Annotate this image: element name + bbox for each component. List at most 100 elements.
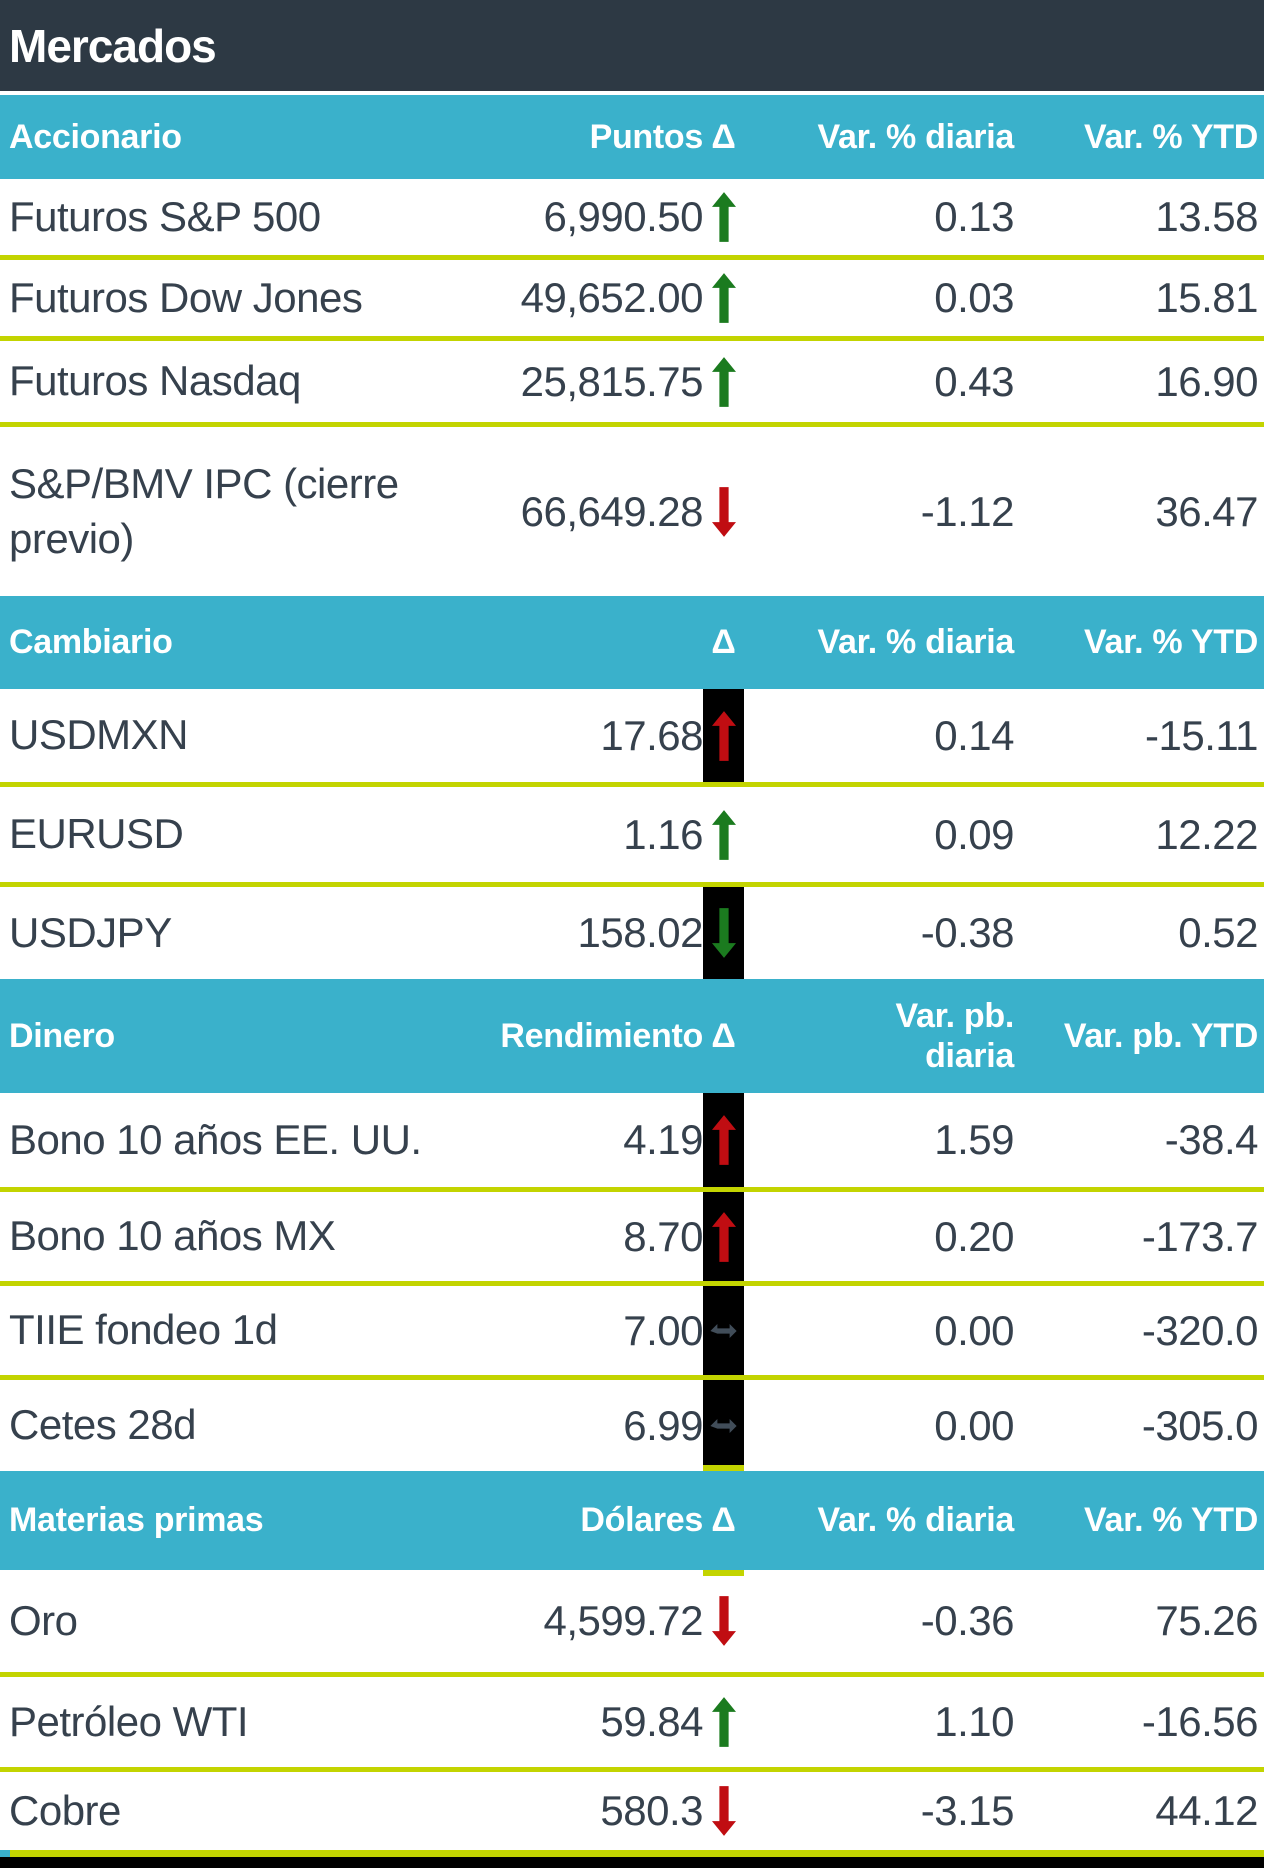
table-row: Futuros S&P 500 6,990.50 0.13 13.58 bbox=[0, 179, 1264, 260]
row-value: 158.02 bbox=[577, 909, 704, 956]
row-label: USDMXN bbox=[9, 711, 189, 759]
column-header-ytd: Var. % YTD bbox=[1083, 1501, 1258, 1539]
ytd-change-value: 16.90 bbox=[1155, 357, 1258, 405]
up-arrow-icon bbox=[703, 179, 744, 255]
up-arrow-icon bbox=[703, 341, 744, 422]
row-label: Bono 10 años EE. UU. bbox=[9, 1115, 422, 1163]
table-row: Oro 4,599.72 -0.36 75.26 bbox=[0, 1570, 1264, 1677]
column-header-value: Rendimiento bbox=[500, 1016, 703, 1055]
down-arrow-icon bbox=[703, 887, 744, 979]
down-arrow-icon bbox=[703, 1570, 744, 1672]
down-arrow-icon bbox=[703, 427, 744, 596]
row-value: 580.3 bbox=[600, 1787, 703, 1834]
daily-change-value: 0.00 bbox=[934, 1401, 1014, 1449]
flat-arrow-icon bbox=[703, 1286, 744, 1375]
row-label: Cobre bbox=[9, 1786, 121, 1834]
column-header-daily: Var. % diaria bbox=[817, 1501, 1015, 1540]
column-header-ytd: Var. % YTD bbox=[1083, 117, 1258, 156]
teal-corner-accent bbox=[0, 1850, 10, 1857]
ytd-change-value: -15.11 bbox=[1145, 711, 1258, 759]
up-arrow-icon bbox=[703, 1677, 744, 1767]
row-value: 59.84 bbox=[600, 1698, 703, 1745]
ytd-change-value: -305.0 bbox=[1141, 1401, 1259, 1449]
up-arrow-icon bbox=[703, 787, 744, 882]
report-title: Mercados bbox=[9, 19, 217, 72]
up-arrow-icon bbox=[703, 689, 744, 782]
table-row: Bono 10 años EE. UU. 4.19 1.59 -38.4 bbox=[0, 1093, 1264, 1192]
table-row: TIIE fondeo 1d 7.00 0.00 -320.0 bbox=[0, 1286, 1264, 1380]
section-title: Materias primas bbox=[9, 1501, 264, 1539]
row-label: Futuros Dow Jones bbox=[9, 273, 363, 321]
daily-change-value: 0.20 bbox=[934, 1212, 1014, 1260]
column-header-value: Dólares bbox=[580, 1501, 703, 1539]
table-row: Petróleo WTI 59.84 1.10 -16.56 bbox=[0, 1677, 1264, 1772]
section-header: Cambiario Δ Var. % diaria Var. % YTD bbox=[0, 596, 1264, 689]
daily-change-value: 1.10 bbox=[934, 1698, 1014, 1745]
bottom-separator bbox=[0, 1850, 1264, 1857]
row-value: 25,815.75 bbox=[520, 357, 704, 405]
table-row: USDMXN 17.68 0.14 -15.11 bbox=[0, 689, 1264, 787]
row-label: USDJPY bbox=[9, 908, 172, 956]
daily-change-value: 0.13 bbox=[934, 193, 1014, 240]
row-label: Cetes 28d bbox=[9, 1401, 196, 1449]
daily-change-value: 1.59 bbox=[934, 1116, 1014, 1163]
row-value: 8.70 bbox=[623, 1212, 703, 1260]
column-header-delta: Δ bbox=[711, 623, 736, 661]
title-bar: Mercados bbox=[0, 0, 1264, 91]
ytd-change-value: 44.12 bbox=[1155, 1787, 1258, 1834]
daily-change-value: -0.38 bbox=[920, 909, 1015, 956]
up-arrow-icon bbox=[703, 1192, 744, 1281]
ytd-change-value: 36.47 bbox=[1155, 487, 1258, 535]
flat-arrow-icon bbox=[703, 1380, 744, 1471]
ytd-change-value: -320.0 bbox=[1141, 1306, 1259, 1354]
table-row: S&P/BMV IPC (cierre previo) 66,649.28 -1… bbox=[0, 427, 1264, 596]
row-value: 4,599.72 bbox=[543, 1597, 704, 1644]
daily-change-value: 0.00 bbox=[934, 1306, 1014, 1354]
column-header-daily: Var. pb. diaria bbox=[895, 996, 1014, 1075]
row-label: EURUSD bbox=[9, 810, 184, 858]
ytd-change-value: -173.7 bbox=[1141, 1212, 1259, 1260]
daily-change-value: 0.14 bbox=[934, 711, 1014, 759]
column-header-ytd: Var. % YTD bbox=[1083, 623, 1258, 661]
daily-change-value: -0.36 bbox=[920, 1597, 1015, 1644]
ytd-change-value: 12.22 bbox=[1155, 810, 1258, 858]
column-header-daily: Var. % diaria bbox=[817, 623, 1015, 662]
column-header-value: Puntos bbox=[589, 117, 704, 156]
row-label: TIIE fondeo 1d bbox=[9, 1306, 278, 1354]
up-arrow-icon bbox=[703, 260, 744, 336]
daily-change-value: -3.15 bbox=[920, 1787, 1015, 1834]
section-title: Accionario bbox=[9, 117, 182, 156]
section-title: Cambiario bbox=[9, 623, 173, 661]
row-value: 66,649.28 bbox=[520, 487, 704, 535]
title-divider bbox=[0, 91, 1264, 95]
daily-change-value: 0.09 bbox=[934, 810, 1014, 858]
daily-change-value: 0.43 bbox=[934, 357, 1014, 405]
row-value: 17.68 bbox=[600, 711, 703, 759]
ytd-change-value: -16.56 bbox=[1141, 1698, 1259, 1745]
row-label: Bono 10 años MX bbox=[9, 1212, 336, 1260]
row-label: Futuros S&P 500 bbox=[9, 192, 321, 240]
column-header-delta: Δ bbox=[711, 1016, 736, 1055]
up-arrow-icon bbox=[703, 1093, 744, 1187]
section-header: Materias primas Dólares Δ Var. % diaria … bbox=[0, 1471, 1264, 1570]
table-row: EURUSD 1.16 0.09 12.22 bbox=[0, 787, 1264, 887]
section-header: Accionario Puntos Δ Var. % diaria Var. %… bbox=[0, 95, 1264, 179]
table-row: Cetes 28d 6.99 0.00 -305.0 bbox=[0, 1380, 1264, 1471]
column-header-ytd: Var. pb. YTD bbox=[1063, 1016, 1258, 1055]
daily-change-value: 0.03 bbox=[934, 274, 1014, 321]
row-label: Futuros Nasdaq bbox=[9, 357, 301, 405]
column-header-delta: Δ bbox=[711, 117, 736, 156]
section-header: Dinero Rendimiento Δ Var. pb. diaria Var… bbox=[0, 979, 1264, 1093]
table-row: Cobre 580.3 -3.15 44.12 bbox=[0, 1772, 1264, 1850]
table-row: USDJPY 158.02 -0.38 0.52 bbox=[0, 887, 1264, 979]
bottom-separator-line bbox=[10, 1850, 1264, 1857]
section-title: Dinero bbox=[9, 1016, 115, 1055]
markets-table: Accionario Puntos Δ Var. % diaria Var. %… bbox=[0, 95, 1264, 1850]
row-value: 6,990.50 bbox=[543, 193, 704, 240]
column-header-daily: Var. % diaria bbox=[817, 117, 1015, 156]
row-value: 49,652.00 bbox=[520, 274, 704, 321]
ytd-change-value: 0.52 bbox=[1178, 909, 1258, 956]
column-header-delta: Δ bbox=[711, 1501, 736, 1539]
ytd-change-value: -38.4 bbox=[1164, 1116, 1259, 1163]
row-value: 6.99 bbox=[623, 1401, 703, 1449]
